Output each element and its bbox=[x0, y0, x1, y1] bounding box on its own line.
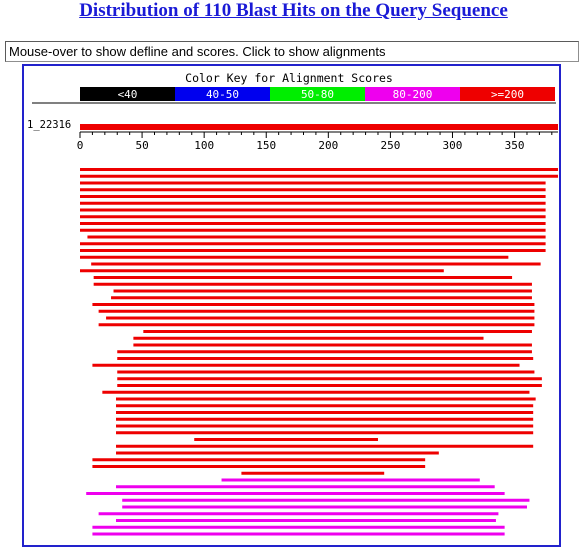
query-sequence: 1_22316 bbox=[27, 119, 559, 131]
hit-bar[interactable] bbox=[80, 188, 546, 192]
color-key-swatch bbox=[270, 87, 365, 101]
hit-bar[interactable] bbox=[80, 174, 559, 178]
hit-bar[interactable] bbox=[116, 424, 534, 428]
hit-bar[interactable] bbox=[80, 269, 444, 273]
hit-bar[interactable] bbox=[98, 309, 535, 313]
color-key-title: Color Key for Alignment Scores bbox=[185, 71, 393, 85]
ruler-tick-label: 300 bbox=[443, 139, 463, 152]
hit-bar[interactable] bbox=[117, 384, 542, 387]
hit-bar[interactable] bbox=[92, 465, 426, 468]
ruler-tick-label: 250 bbox=[380, 139, 400, 152]
hit-bar[interactable] bbox=[80, 228, 546, 232]
hit-bar[interactable] bbox=[117, 350, 532, 354]
defline-field[interactable] bbox=[5, 41, 579, 62]
hit-bar[interactable] bbox=[91, 262, 541, 266]
hit-bar[interactable] bbox=[116, 519, 496, 522]
ruler-tick-label: 100 bbox=[194, 139, 214, 152]
color-key-label: 50-80 bbox=[301, 88, 334, 101]
hit-bar[interactable] bbox=[111, 296, 532, 300]
hit-bar[interactable] bbox=[92, 363, 520, 367]
hit-bar[interactable] bbox=[133, 343, 532, 347]
color-key: Color Key for Alignment Scores <40 40-50 5… bbox=[80, 71, 555, 101]
hit-bar[interactable] bbox=[116, 451, 439, 455]
hit-bar[interactable] bbox=[116, 444, 534, 448]
ruler-tick-label: 150 bbox=[256, 139, 276, 152]
hit-bar[interactable] bbox=[86, 492, 505, 495]
hit-bar[interactable] bbox=[80, 249, 546, 252]
hit-bar[interactable] bbox=[80, 181, 546, 185]
hit-bars bbox=[80, 168, 559, 536]
hit-bar[interactable] bbox=[80, 242, 546, 246]
color-key-label: 80-200 bbox=[393, 88, 433, 101]
hit-bar[interactable] bbox=[92, 525, 505, 529]
hit-bar[interactable] bbox=[92, 532, 505, 536]
hit-bar[interactable] bbox=[113, 289, 532, 293]
hit-bar[interactable] bbox=[116, 397, 536, 401]
hit-bar[interactable] bbox=[133, 336, 484, 340]
color-key-label: >=200 bbox=[491, 88, 524, 101]
ruler-tick-label: 350 bbox=[505, 139, 525, 152]
color-key-swatch bbox=[365, 87, 460, 101]
hit-bar[interactable] bbox=[80, 222, 546, 225]
hit-bar[interactable] bbox=[80, 201, 546, 205]
hit-bar[interactable] bbox=[221, 478, 480, 482]
position-ruler: 0 50 100 150 200 250 300 350 bbox=[77, 131, 559, 152]
alignment-overview-svg: Color Key for Alignment Scores <40 40-50 5… bbox=[27, 71, 559, 536]
hit-bar[interactable] bbox=[80, 208, 546, 212]
hit-bar[interactable] bbox=[122, 505, 527, 509]
blast-graphic-panel: Color Key for Alignment Scores <40 40-50 5… bbox=[22, 64, 561, 547]
hit-bar[interactable] bbox=[117, 357, 534, 360]
color-key-swatch bbox=[175, 87, 270, 101]
hit-bar[interactable] bbox=[122, 498, 530, 502]
hit-bar[interactable] bbox=[117, 370, 535, 374]
color-key-swatch bbox=[460, 87, 555, 101]
ruler-tick-label: 0 bbox=[77, 139, 84, 152]
hit-bar[interactable] bbox=[98, 323, 535, 327]
hit-bar[interactable] bbox=[116, 431, 534, 435]
color-key-label: <40 bbox=[118, 88, 138, 101]
hit-bar[interactable] bbox=[80, 215, 546, 219]
hit-bar[interactable] bbox=[143, 330, 532, 333]
hit-bar[interactable] bbox=[98, 512, 499, 516]
hit-bar[interactable] bbox=[116, 485, 495, 489]
hit-bar[interactable] bbox=[92, 303, 535, 306]
page-title-link[interactable]: Distribution of 110 Blast Hits on the Qu… bbox=[79, 0, 508, 21]
hit-bar[interactable] bbox=[116, 411, 534, 414]
hit-bar[interactable] bbox=[80, 168, 559, 171]
hit-bar[interactable] bbox=[93, 276, 513, 279]
hit-bar[interactable] bbox=[80, 255, 509, 259]
hit-bar[interactable] bbox=[93, 282, 532, 286]
query-label: 1_22316 bbox=[27, 119, 71, 131]
color-key-label: 40-50 bbox=[206, 88, 239, 101]
hit-bar[interactable] bbox=[106, 316, 535, 320]
hit-bar[interactable] bbox=[116, 417, 534, 421]
ruler-tick-label: 50 bbox=[135, 139, 148, 152]
hit-bar[interactable] bbox=[117, 377, 542, 381]
hit-bar[interactable] bbox=[80, 195, 546, 198]
hit-bar[interactable] bbox=[194, 438, 378, 441]
ruler-tick-label: 200 bbox=[318, 139, 338, 152]
color-key-swatch bbox=[80, 87, 175, 101]
hit-bar[interactable] bbox=[92, 458, 426, 462]
hit-bar[interactable] bbox=[241, 471, 385, 475]
query-bar bbox=[80, 124, 559, 130]
page-header: Distribution of 110 Blast Hits on the Qu… bbox=[0, 0, 587, 22]
hit-bar[interactable] bbox=[87, 235, 546, 239]
hit-bar[interactable] bbox=[102, 390, 530, 394]
hit-bar[interactable] bbox=[116, 404, 534, 408]
